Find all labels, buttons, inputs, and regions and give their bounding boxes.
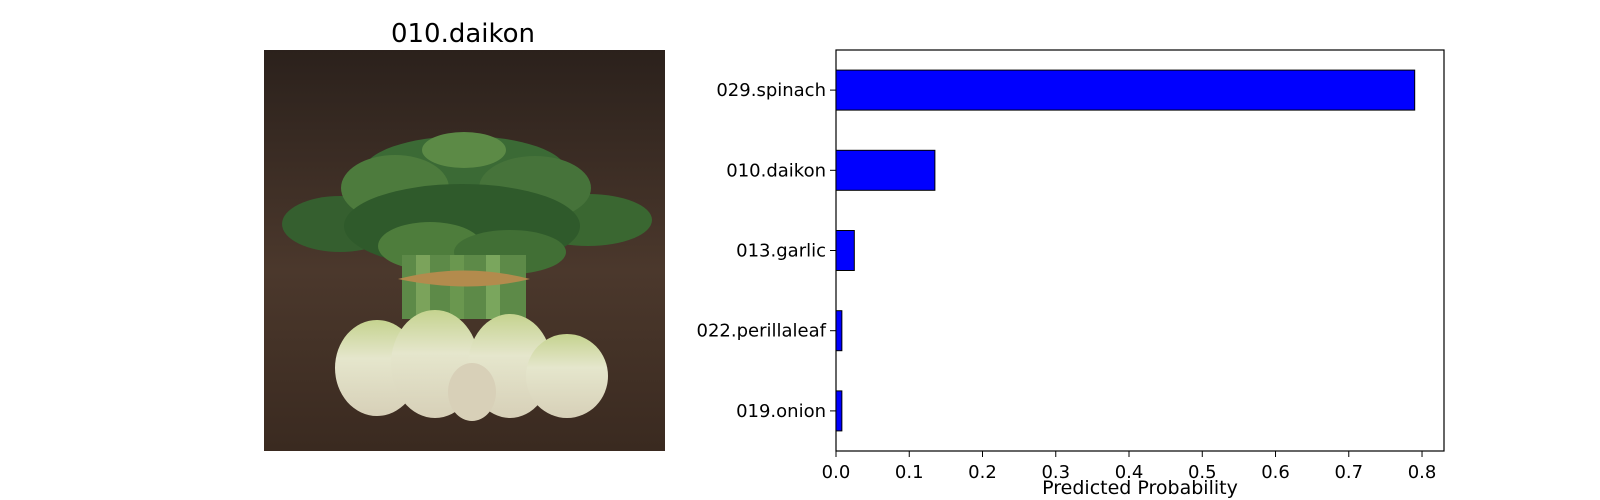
y-tick-label: 022.perillaleaf: [697, 321, 827, 342]
x-tick-label: 0.2: [968, 462, 997, 483]
x-axis-label: Predicted Probability: [1042, 477, 1238, 499]
twine: [398, 270, 530, 287]
x-tick-label: 0.5: [1188, 462, 1217, 483]
y-axis-ticks: 029.spinach 010.daikon 013.garlic 022.peril…: [697, 80, 836, 422]
daikon-roots: [335, 310, 608, 421]
y-tick-label: 013.garlic: [736, 241, 826, 262]
bar-022-perillaleaf: [835, 310, 843, 352]
bar-029-spinach: [835, 69, 1416, 111]
x-tick-label: 0.4: [1115, 462, 1144, 483]
bar-010-daikon: [835, 149, 936, 191]
leaf-cluster: [282, 132, 652, 274]
x-tick-label: 0.1: [895, 462, 924, 483]
y-tick-label: 010.daikon: [726, 160, 826, 181]
x-axis-ticks: 0.0 0.1 0.2 0.3 0.4 0.5 0.6 0.7 0.8: [822, 451, 1437, 483]
probability-bar-chart: 029.spinach 010.daikon 013.garlic 022.peril…: [697, 49, 1445, 499]
bar-019-onion: [835, 390, 843, 432]
chart-plot-area: [835, 49, 1445, 452]
x-tick-label: 0.6: [1261, 462, 1290, 483]
daikon-photo: [264, 50, 665, 451]
bar-013-garlic: [835, 230, 855, 271]
x-tick-label: 0.7: [1334, 462, 1363, 483]
bars-layer: [835, 69, 1416, 432]
stem-bundle: [402, 255, 526, 319]
image-title: 010.daikon: [391, 19, 535, 49]
y-tick-label: 019.onion: [736, 401, 826, 422]
x-tick-label: 0.8: [1408, 462, 1437, 483]
x-tick-label: 0.0: [822, 462, 851, 483]
x-tick-label: 0.3: [1041, 462, 1070, 483]
y-tick-label: 029.spinach: [716, 80, 826, 101]
